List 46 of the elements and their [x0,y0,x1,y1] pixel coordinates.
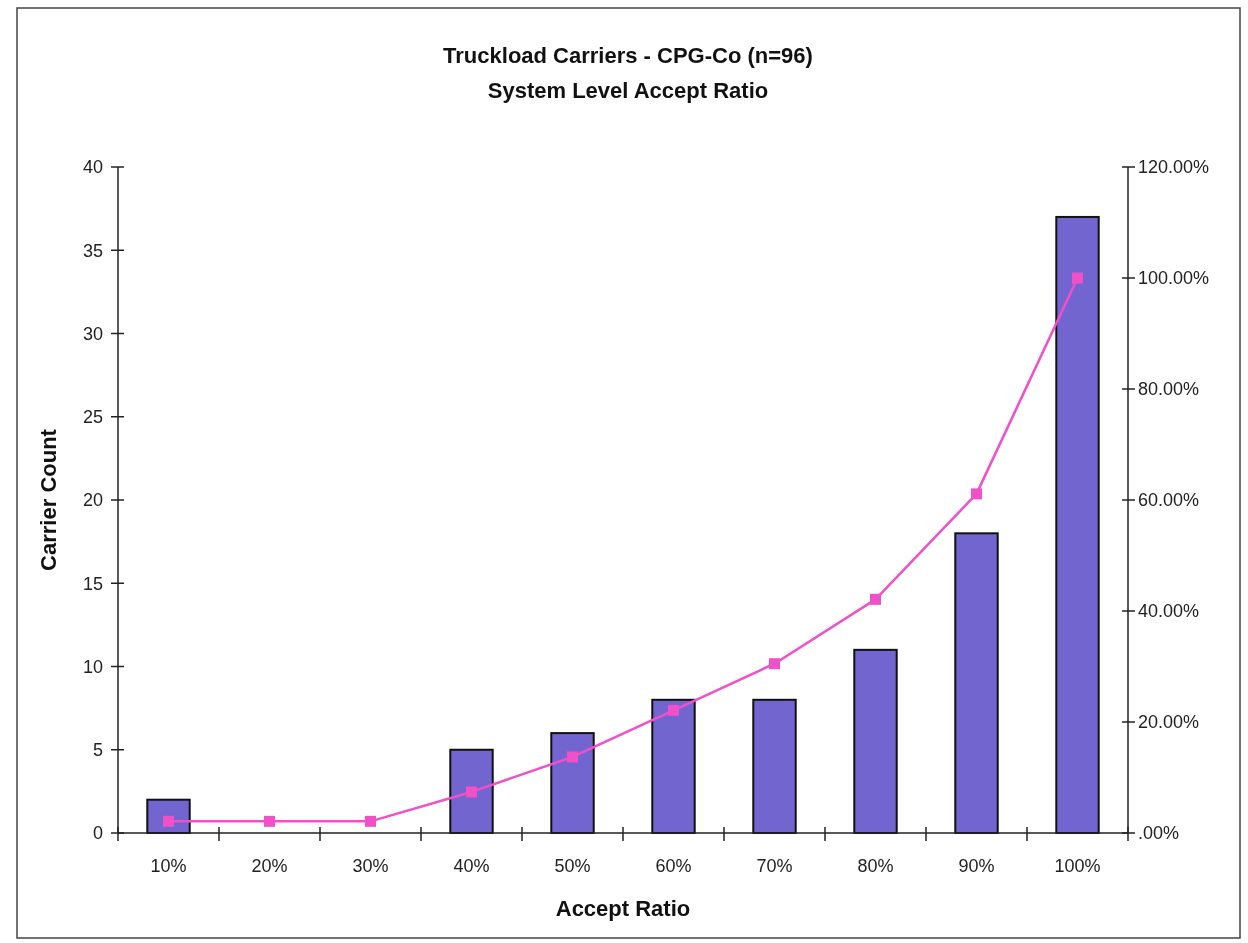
x-tick-label: 100% [1054,856,1101,876]
y-tick-label: 5 [92,740,103,761]
bar [651,698,696,834]
point [870,593,881,605]
y2-tick-label: 60.00% [1138,490,1200,511]
point [769,658,780,670]
y-tick-label: 20 [82,490,103,511]
x-tick-label: 20% [251,856,288,876]
x-tick-label: 10% [150,856,187,876]
point [264,815,275,827]
x-axis-title: Accept Ratio [555,896,691,921]
y2-tick-label: 40.00% [1138,601,1200,622]
x-tick-label: 60% [655,856,692,876]
y-tick-label: 0 [92,823,103,844]
bar [853,648,898,834]
x-tick-label: 90% [958,856,995,876]
bar [449,748,494,834]
y2-tick-label: .00% [1138,823,1180,844]
bar [954,532,999,834]
y-tick-label: 15 [82,573,103,594]
x-tick-label: 80% [857,856,894,876]
chart-title: Truckload Carriers - CPG-Co (n=96) [443,43,813,68]
y2-tick-label: 100.00% [1138,268,1210,289]
y2-tick-label: 20.00% [1138,712,1200,733]
y-tick-label: 35 [82,240,103,261]
y2-tick-label: 120.00% [1138,157,1210,178]
x-tick-label: 30% [352,856,389,876]
point [365,815,376,827]
y-tick-label: 40 [82,157,103,178]
y-tick-label: 10 [82,656,103,677]
x-tick-label: 40% [453,856,490,876]
bar [1055,215,1100,834]
y-axis-title: Carrier Count [36,428,61,571]
point [567,751,578,763]
y-tick-label: 25 [82,407,103,428]
y2-tick-label: 80.00% [1138,379,1200,400]
point [466,786,477,798]
point [668,704,679,716]
point [971,488,982,500]
x-tick-label: 50% [554,856,591,876]
point [1072,272,1083,284]
bar [752,698,797,834]
bar [550,732,595,834]
chart-subtitle: System Level Accept Ratio [487,78,769,103]
x-tick-label: 70% [756,856,793,876]
y-tick-label: 30 [82,323,103,344]
